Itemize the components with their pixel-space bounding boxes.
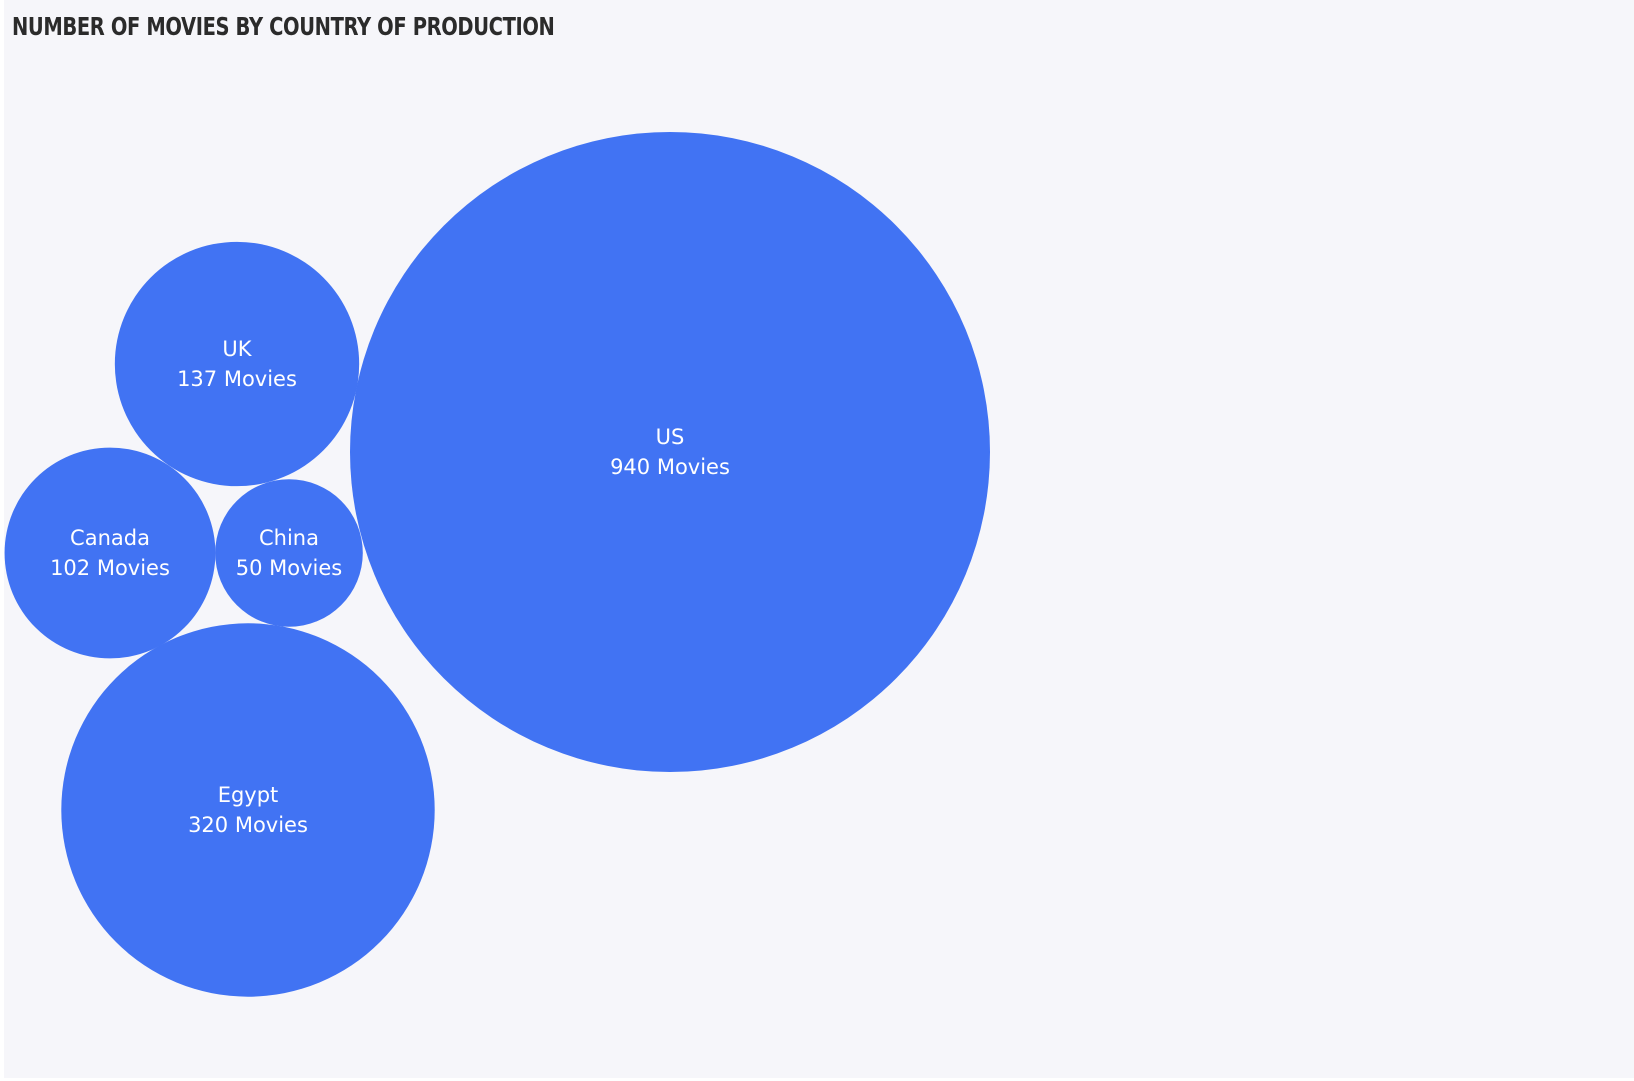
bubble-value-canada: 102 Movies [50, 556, 170, 580]
bubble-group-china[interactable]: China 50 Movies [215, 479, 363, 627]
bubble-group-egypt[interactable]: Egypt 320 Movies [61, 623, 435, 997]
bubble-us[interactable] [350, 132, 990, 772]
bubble-value-egypt: 320 Movies [188, 813, 308, 837]
bubble-group-canada[interactable]: Canada 102 Movies [4, 447, 216, 659]
bubble-value-china: 50 Movies [236, 556, 343, 580]
bubble-group-us[interactable]: US 940 Movies [350, 132, 990, 772]
bubble-label-uk: UK [222, 337, 252, 361]
bubble-group-uk[interactable]: UK 137 Movies [114, 241, 360, 487]
bubble-egypt[interactable] [61, 623, 435, 997]
bubble-label-china: China [259, 526, 319, 550]
chart-title: NUMBER OF MOVIES BY COUNTRY OF PRODUCTIO… [12, 12, 555, 41]
bubble-china[interactable] [215, 479, 363, 627]
bubble-label-egypt: Egypt [218, 783, 279, 807]
bubble-label-us: US [656, 425, 685, 449]
bubble-canada[interactable] [4, 447, 216, 659]
bubble-value-us: 940 Movies [610, 455, 730, 479]
bubble-uk[interactable] [114, 241, 360, 487]
bubble-label-canada: Canada [70, 526, 150, 550]
bubble-value-uk: 137 Movies [177, 367, 297, 391]
